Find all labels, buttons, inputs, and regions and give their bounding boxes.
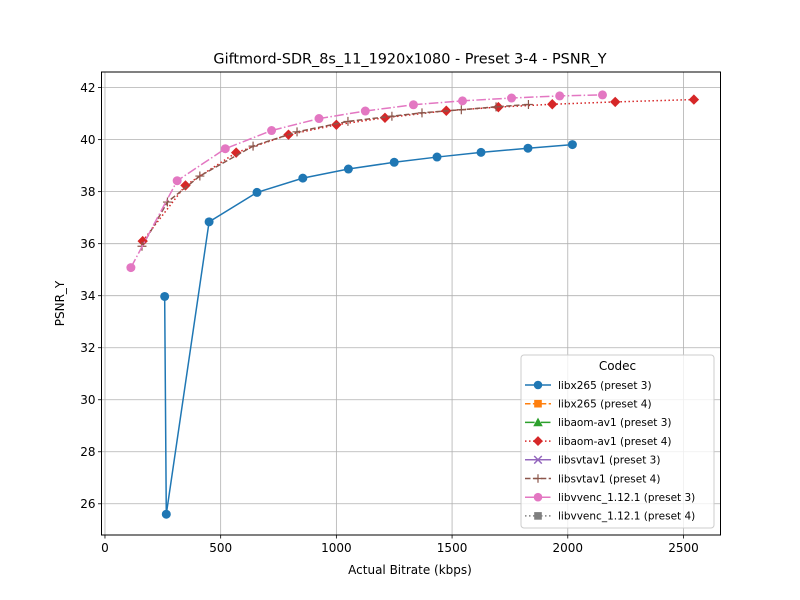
- legend-marker: [533, 417, 543, 427]
- data-point: [172, 176, 182, 186]
- data-point: [252, 187, 262, 197]
- data-point: [360, 106, 370, 116]
- y-tick-label: 34: [80, 289, 95, 303]
- data-point: [610, 96, 621, 108]
- legend-label: libsvtav1 (preset 3): [558, 455, 660, 467]
- legend-title: Codec: [599, 359, 636, 373]
- grid-lines: [101, 72, 721, 535]
- legend-label: libx265 (preset 3): [558, 380, 652, 392]
- legend-entry: libvvenc_1.12.1 (preset 3): [525, 492, 695, 504]
- data-point: [195, 171, 205, 181]
- series-5: [137, 100, 533, 251]
- legend-entry: libsvtav1 (preset 3): [525, 455, 660, 467]
- y-tick-label: 42: [80, 81, 95, 95]
- legend-marker: [533, 474, 543, 483]
- y-tick-label: 28: [80, 445, 95, 459]
- series-6: [126, 90, 607, 273]
- plot-series: [126, 90, 700, 519]
- data-point: [597, 90, 607, 100]
- data-point: [555, 91, 565, 101]
- y-tick-label: 36: [80, 237, 95, 251]
- x-tick-label: 2500: [668, 541, 699, 555]
- y-axis-label: PSNR_Y: [53, 280, 67, 326]
- data-point: [248, 141, 258, 151]
- legend-entry: libaom-av1 (preset 3): [525, 417, 672, 429]
- legend-label: libx265 (preset 4): [558, 399, 652, 411]
- data-point: [456, 105, 466, 115]
- data-point: [523, 100, 533, 110]
- x-tick-label: 500: [209, 541, 232, 555]
- data-point: [161, 509, 171, 519]
- series-0: [160, 140, 577, 519]
- legend-entry: libx265 (preset 3): [525, 380, 652, 392]
- data-point: [160, 291, 170, 301]
- legend-entry: libsvtav1 (preset 4): [525, 473, 660, 485]
- data-point: [507, 93, 517, 103]
- data-point: [389, 157, 399, 167]
- legend-entry: libx265 (preset 4): [525, 399, 652, 411]
- data-point: [137, 235, 148, 247]
- legend-marker: [534, 512, 542, 520]
- data-point: [408, 100, 418, 110]
- legend-marker: [533, 455, 543, 465]
- series-line: [142, 98, 694, 242]
- legend-label: libvvenc_1.12.1 (preset 3): [558, 492, 695, 504]
- legend-label: libaom-av1 (preset 4): [558, 436, 672, 448]
- data-point: [180, 180, 191, 191]
- data-point: [457, 96, 467, 106]
- data-point: [432, 152, 442, 162]
- data-point: [292, 127, 302, 137]
- legend-label: libaom-av1 (preset 3): [558, 417, 672, 429]
- data-point: [267, 126, 277, 136]
- legend-marker: [533, 380, 543, 390]
- chart-title: Giftmord-SDR_8s_11_1920x1080 - Preset 3-…: [213, 52, 606, 68]
- y-tick-label: 40: [80, 133, 95, 147]
- data-point: [230, 147, 242, 158]
- legend-box: [520, 354, 715, 529]
- legend-entry: libvvenc_1.12.1 (preset 4): [525, 511, 695, 523]
- legend-marker: [534, 399, 542, 408]
- data-point: [387, 111, 397, 121]
- data-point: [162, 197, 172, 207]
- x-tick-label: 1500: [437, 541, 468, 555]
- x-tick-label: 1000: [321, 541, 352, 555]
- data-point: [417, 108, 427, 118]
- legend-label: libsvtav1 (preset 4): [558, 473, 660, 485]
- data-point: [523, 143, 533, 153]
- data-point: [491, 102, 501, 112]
- data-point: [547, 99, 558, 110]
- y-tick-label: 32: [80, 341, 95, 355]
- data-point: [343, 164, 353, 174]
- legend-entry: libaom-av1 (preset 4): [525, 436, 672, 448]
- plot-frame: [101, 71, 721, 536]
- data-point: [343, 116, 353, 126]
- y-tick-label: 30: [80, 393, 95, 407]
- data-point: [331, 119, 342, 131]
- x-axis-ticks: 0 500 1000 1500 2000 2500: [101, 535, 699, 555]
- data-point: [204, 217, 214, 227]
- y-tick-label: 38: [80, 185, 95, 199]
- x-axis-label: Actual Bitrate (kbps): [348, 563, 472, 577]
- y-tick-label: 26: [80, 497, 95, 511]
- legend-marker: [533, 436, 543, 447]
- y-axis-ticks: 26 28 30 32 34 36 38 40 42: [80, 81, 102, 511]
- data-point: [567, 140, 577, 150]
- x-tick-label: 0: [101, 541, 109, 555]
- legend-entries: libx265 (preset 3) libx265 (preset 4) liba…: [525, 380, 695, 523]
- legend: Codec libx265 (preset 3)libx265 (preset …: [520, 354, 715, 529]
- data-point: [126, 263, 136, 273]
- x-tick-label: 2000: [553, 541, 584, 555]
- legend-marker: [533, 492, 543, 502]
- data-point: [688, 94, 700, 105]
- legend-label: libvvenc_1.12.1 (preset 4): [558, 511, 695, 523]
- data-point: [298, 173, 308, 183]
- data-point: [220, 144, 230, 154]
- series-line: [130, 94, 603, 268]
- data-point: [314, 114, 324, 124]
- data-point: [476, 147, 486, 157]
